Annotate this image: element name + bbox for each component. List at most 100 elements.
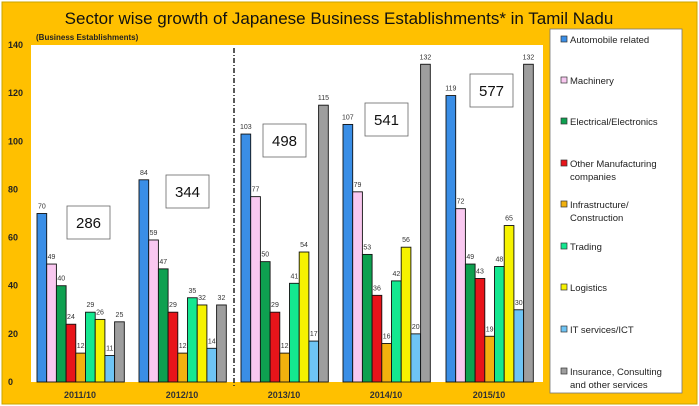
- bar-2013-10-6: [298, 251, 310, 383]
- legend-label: Electrical/Electronics: [570, 117, 658, 128]
- data-label: 79: [354, 182, 362, 189]
- bar-2013-10-1: [250, 196, 261, 383]
- bar-2012-10-5: [187, 297, 198, 383]
- bar-2013-10-7: [308, 340, 320, 383]
- bar-2012-10-6: [196, 304, 208, 383]
- legend-swatch: [560, 283, 568, 291]
- legend-swatch: [560, 200, 568, 208]
- data-label: 12: [179, 343, 187, 350]
- bar-2014-10-1: [352, 191, 363, 383]
- y-tick-label: 0: [8, 377, 13, 387]
- bar-2013-10-4: [279, 352, 290, 383]
- data-label: 40: [57, 276, 65, 283]
- bar-2012-10-1: [148, 239, 159, 383]
- data-label: 16: [383, 333, 391, 340]
- bar-2015-10-2: [464, 263, 476, 383]
- data-label: 70: [38, 204, 46, 211]
- bar-2014-10-6: [400, 246, 412, 383]
- data-label: 103: [240, 124, 252, 131]
- bar-2014-10-8: [420, 63, 431, 383]
- data-label: 48: [495, 256, 503, 263]
- y-tick-label: 80: [8, 184, 18, 194]
- total-box: [469, 73, 514, 108]
- bar-2013-10-0: [240, 133, 252, 383]
- legend-label: IT services/ICT: [570, 325, 634, 336]
- bar-2015-10-7: [513, 309, 525, 383]
- total-label: 577: [479, 83, 504, 100]
- legend-label: Automobile related: [570, 35, 649, 46]
- data-label: 50: [261, 252, 269, 259]
- total-box: [364, 102, 409, 137]
- data-label: 41: [290, 273, 298, 280]
- data-label: 115: [318, 95, 329, 102]
- legend-label: Insurance, Consulting and other services: [570, 367, 662, 391]
- data-label: 42: [392, 271, 400, 278]
- chart-title: Sector wise growth of Japanese Business …: [65, 9, 614, 28]
- y-tick-label: 120: [8, 88, 23, 98]
- legend-label: Machinery: [570, 76, 614, 87]
- legend-swatch: [560, 159, 568, 167]
- bar-2013-10-2: [259, 261, 271, 383]
- bar-2015-10-6: [503, 225, 515, 383]
- legend-swatch: [560, 367, 568, 375]
- x-tick-label: 2014/10: [370, 390, 403, 400]
- data-label: 25: [116, 312, 124, 319]
- bar-2014-10-3: [371, 294, 383, 383]
- legend-label: Infrastructure/Construction: [570, 200, 629, 224]
- data-label: 36: [373, 285, 381, 292]
- bar-2012-10-7: [206, 347, 218, 383]
- data-label: 49: [48, 254, 56, 261]
- data-label: 132: [523, 54, 535, 61]
- data-label: 132: [420, 54, 432, 61]
- total-label: 498: [272, 133, 297, 150]
- x-tick-label: 2012/10: [166, 390, 199, 400]
- data-label: 32: [198, 295, 206, 302]
- bar-2014-10-4: [381, 343, 392, 383]
- data-label: 54: [300, 242, 308, 249]
- bar-2015-10-8: [523, 63, 534, 383]
- data-label: 119: [445, 86, 456, 93]
- bar-2013-10-3: [269, 311, 281, 383]
- bar-2014-10-0: [342, 123, 354, 383]
- y-tick-label: 100: [8, 136, 23, 146]
- total-label: 541: [374, 112, 399, 129]
- bar-2015-10-1: [455, 208, 466, 383]
- bar-2011-10-1: [46, 263, 57, 383]
- legend-swatch: [560, 325, 568, 333]
- data-label: 32: [218, 295, 226, 302]
- data-label: 72: [457, 199, 465, 206]
- data-label: 19: [486, 326, 494, 333]
- data-label: 49: [466, 254, 474, 261]
- bar-2011-10-2: [55, 285, 67, 383]
- data-label: 107: [342, 114, 354, 121]
- bar-2014-10-7: [410, 333, 422, 383]
- data-label: 84: [140, 170, 148, 177]
- x-tick-label: 2015/10: [473, 390, 506, 400]
- bar-2011-10-5: [85, 311, 96, 383]
- legend-label: Logistics: [570, 283, 607, 294]
- bar-2014-10-5: [391, 280, 402, 383]
- data-label: 65: [505, 216, 513, 223]
- legend-swatch: [560, 242, 568, 250]
- data-label: 17: [310, 331, 318, 338]
- data-label: 24: [67, 314, 75, 321]
- data-label: 12: [281, 343, 289, 350]
- y-tick-label: 20: [8, 329, 18, 339]
- data-label: 53: [363, 244, 371, 251]
- bar-2013-10-8: [318, 104, 329, 383]
- data-label: 30: [515, 300, 523, 307]
- legend-box: [549, 28, 683, 394]
- data-label: 59: [150, 230, 158, 237]
- total-box: [66, 205, 111, 240]
- y-tick-label: 140: [8, 40, 23, 50]
- bar-2011-10-4: [75, 352, 86, 383]
- data-label: 29: [169, 302, 177, 309]
- data-label: 77: [252, 187, 260, 194]
- legend-label: Other Manufacturing companies: [570, 159, 657, 183]
- data-label: 47: [159, 259, 167, 266]
- bar-2011-10-7: [104, 355, 116, 383]
- data-label: 29: [271, 302, 279, 309]
- data-label: 35: [188, 288, 196, 295]
- bar-2012-10-4: [177, 352, 188, 383]
